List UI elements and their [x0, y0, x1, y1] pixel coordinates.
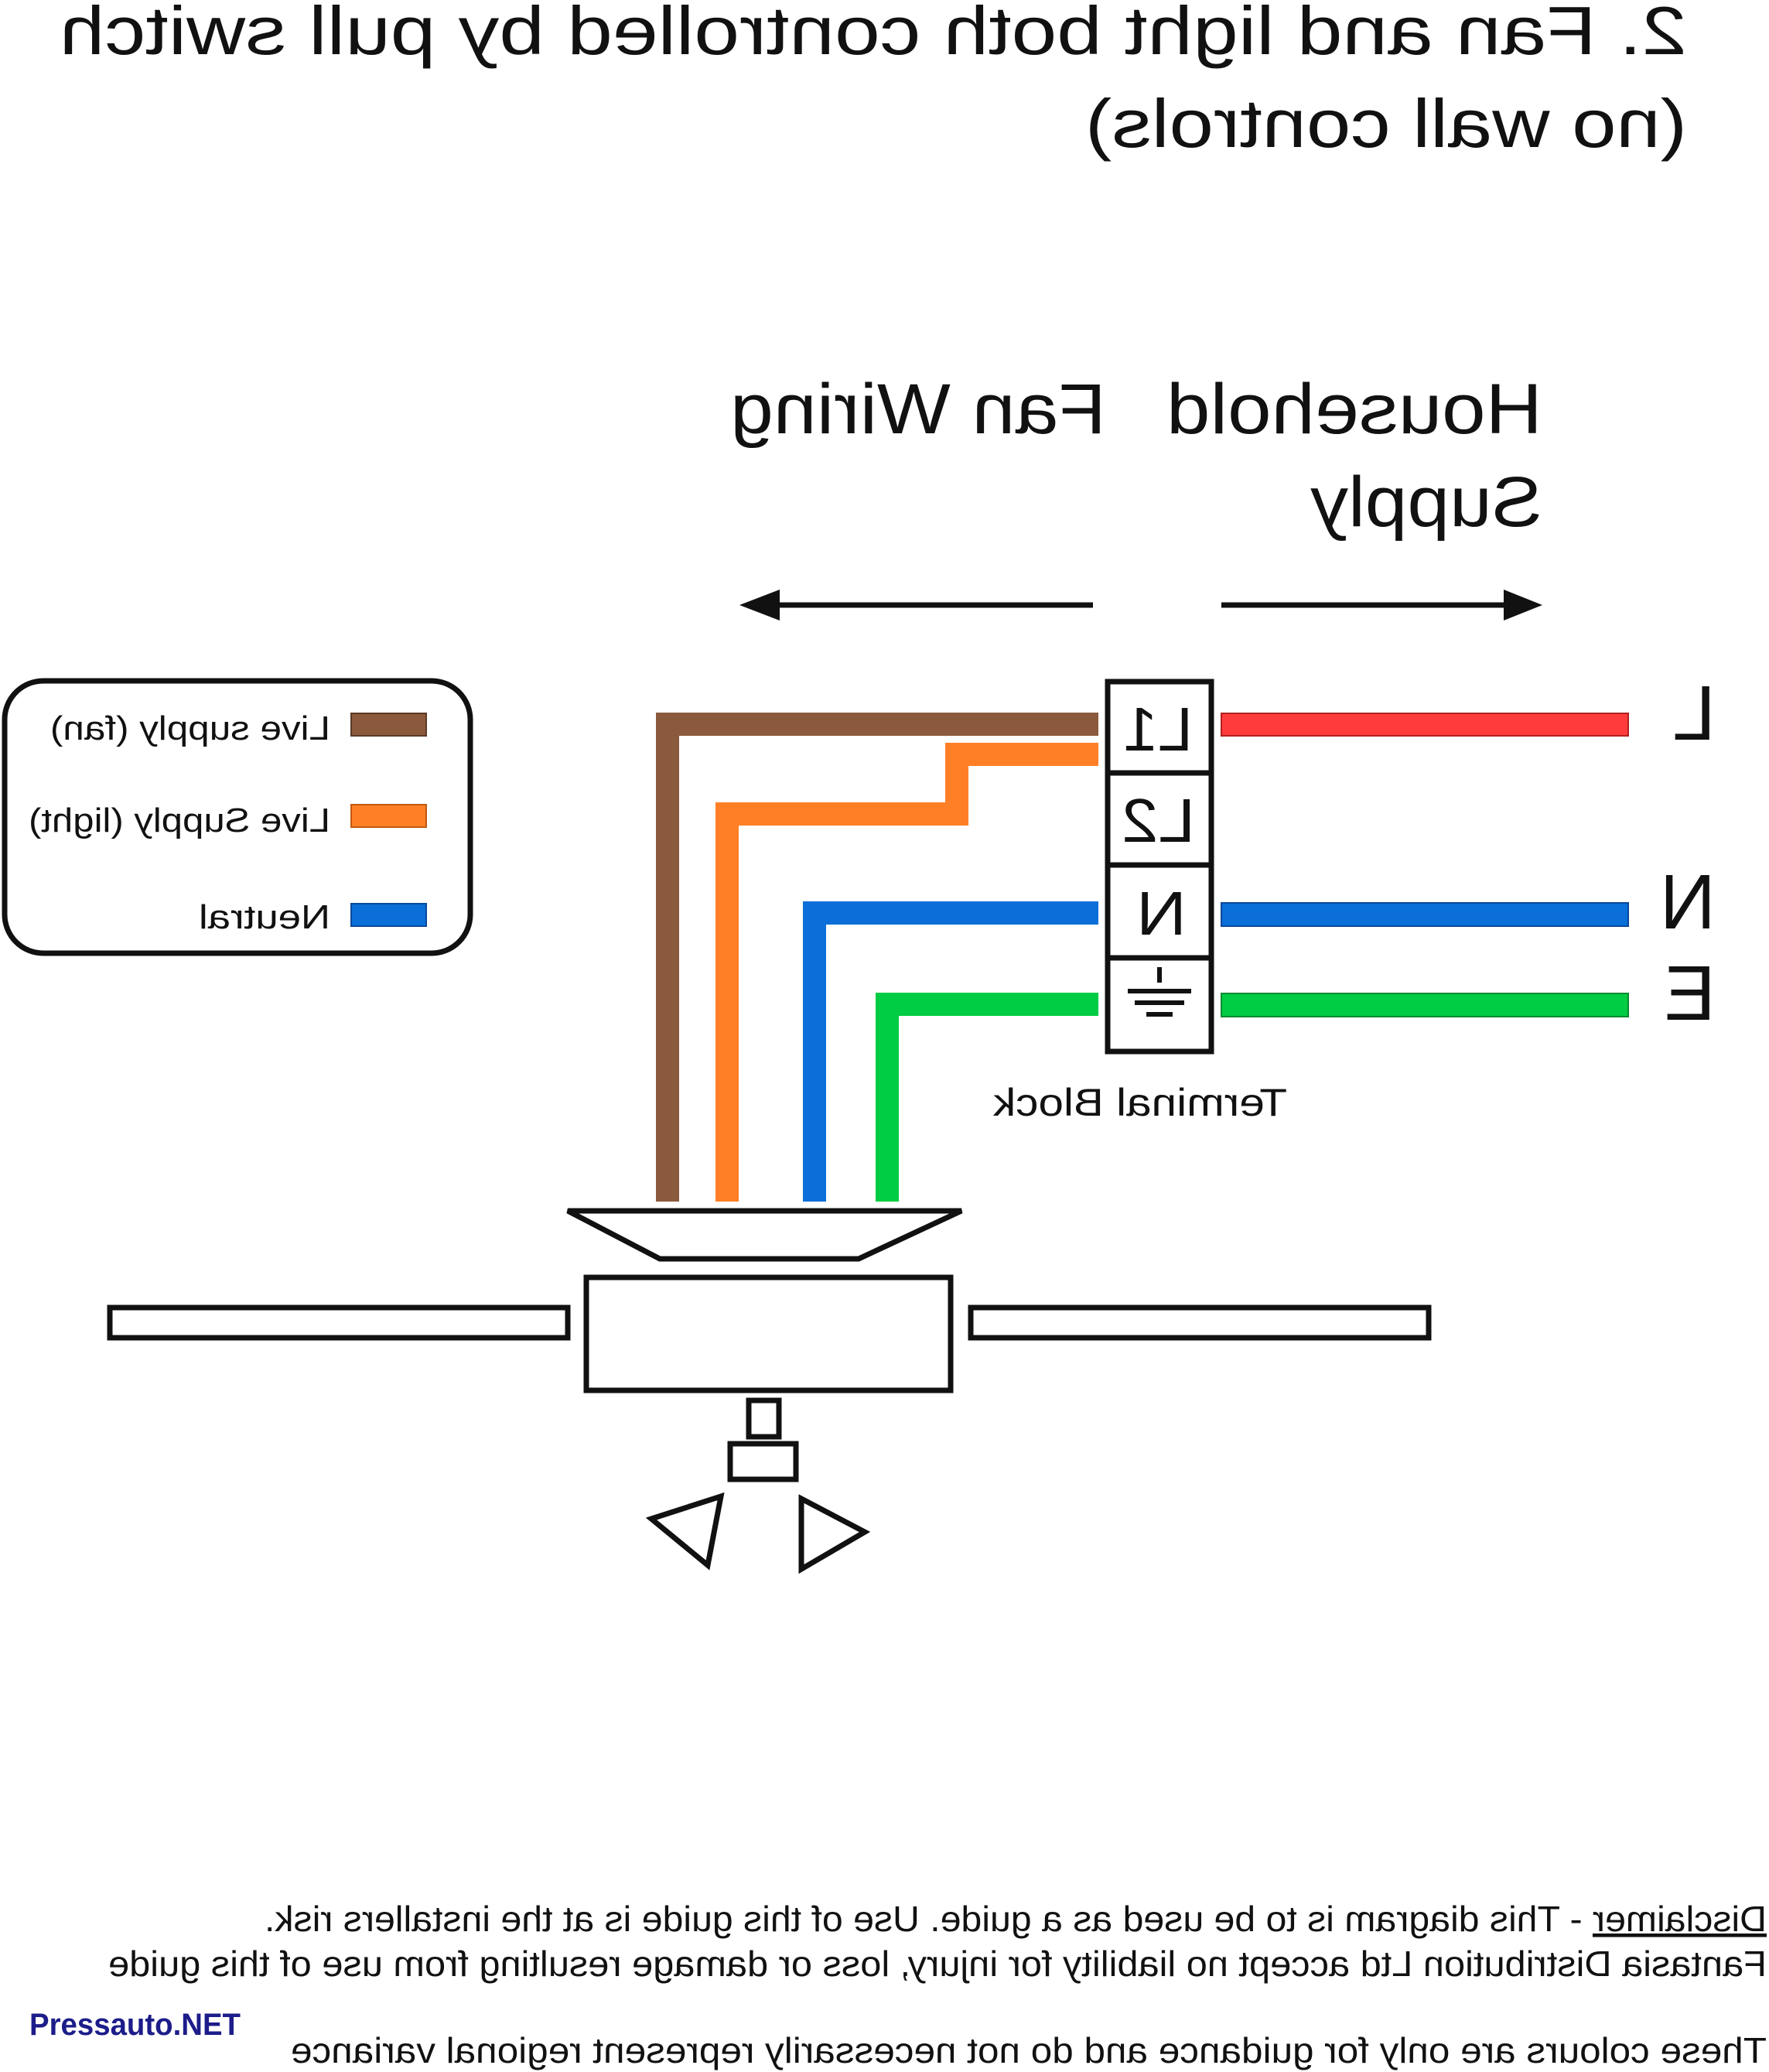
wire-earth-fan: [876, 993, 1098, 1202]
fan-light-mount: [727, 1441, 799, 1482]
legend-swatch-neutral: [350, 903, 427, 927]
terminal-l2: L2: [1122, 786, 1195, 855]
fan-wiring-heading: Fan Wiring: [730, 370, 1106, 449]
household-heading: Household: [1166, 370, 1542, 449]
wire-supply-neutral: [1221, 902, 1629, 927]
terminal-block: L1 L2 N: [1105, 679, 1214, 1055]
supply-label-neutral: N: [1660, 859, 1716, 945]
wire-neutral-fan: [803, 901, 1098, 1202]
disclaimer-heading: Disclaimer: [1593, 1899, 1767, 1939]
terminal-block-label: Terminal Block: [992, 1081, 1287, 1124]
diagram-subtitle: (no wall controls): [1085, 85, 1687, 162]
fan-canopy: [566, 1208, 963, 1262]
watermark-logo: Pressauto.NET: [29, 2008, 241, 2042]
ceiling-fan-icon: [107, 1208, 1432, 1575]
wire-supply-live: [1221, 713, 1629, 737]
colours-note: These colours are only for guidance and …: [291, 2030, 1767, 2070]
fan-blade-right: [968, 1304, 1432, 1341]
legend-swatch-live-light: [350, 804, 427, 828]
disclaimer-text: Disclaimer - This diagram is to be used …: [265, 1899, 1767, 1939]
wire-supply-earth: [1221, 993, 1629, 1017]
earth-symbol-icon: [1128, 967, 1191, 1017]
legend-label-neutral: Neutral: [199, 898, 330, 936]
wire-live-fan: [656, 713, 1098, 1202]
terminal-n: N: [1136, 879, 1187, 948]
diagram-title: 2. Fan and light both controlled by pull…: [60, 0, 1687, 69]
fan-light-right: [798, 1494, 871, 1575]
supply-heading: Supply: [1310, 463, 1542, 542]
legend: Live supply (fan) Live Supply (light) Ne…: [2, 678, 473, 956]
disclaimer-body: - This diagram is to be used as a guide.…: [265, 1899, 1593, 1939]
fan-blade-left: [107, 1304, 571, 1341]
wire-live-light: [715, 743, 1098, 1202]
arrow-left-icon: [739, 590, 1093, 621]
legend-swatch-live-fan: [350, 713, 427, 737]
legend-label-live-light: Live Supply (light): [29, 802, 330, 839]
terminal-l1: L1: [1123, 695, 1193, 764]
fan-body: [583, 1274, 954, 1393]
fan-light-left: [645, 1492, 725, 1571]
arrow-right-icon: [1221, 590, 1542, 621]
liability-text: Fantasia Distribution Ltd accept no liab…: [108, 1944, 1767, 1984]
supply-label-earth: E: [1664, 950, 1716, 1037]
legend-label-live-fan: Live supply (fan): [50, 709, 330, 747]
fan-stem: [746, 1397, 782, 1440]
supply-label-live: L: [1672, 670, 1716, 757]
